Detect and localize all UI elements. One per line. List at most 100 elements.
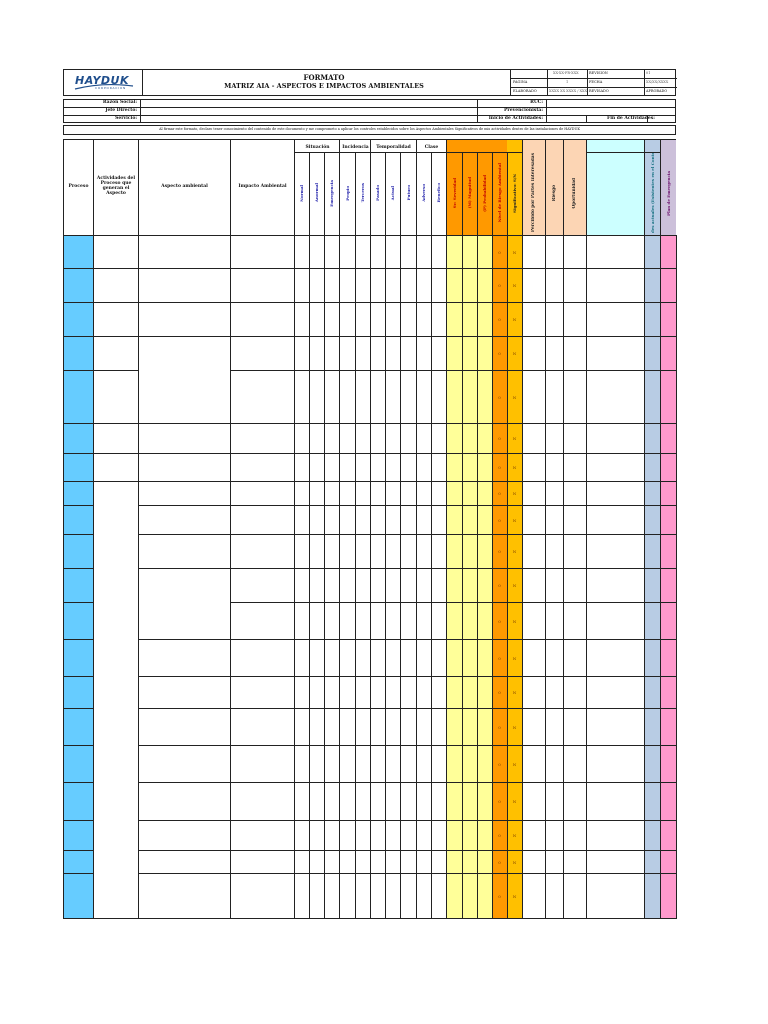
significativo-value: N: [512, 283, 517, 288]
header-divider: [660, 139, 661, 235]
row-line: [63, 505, 93, 506]
row-line: [230, 423, 294, 424]
column-line: [416, 235, 417, 918]
jefe-directo-field[interactable]: [140, 108, 475, 114]
header-divider: [563, 139, 564, 235]
row-line: [63, 602, 93, 603]
header-divider: [370, 152, 371, 235]
nivel-riesgo-value: 0: [498, 317, 501, 322]
notice-text: Al firmar este formato, declaro tener co…: [159, 127, 580, 131]
header-divider: [477, 152, 478, 235]
header-divider: [586, 139, 587, 235]
row-line: [93, 336, 138, 337]
column-line: [400, 235, 401, 918]
significativo-value: N: [512, 351, 517, 356]
header-divider: [416, 152, 417, 235]
significativo-value: N: [512, 893, 517, 899]
riesgo-label-cell: Riesgo: [545, 153, 563, 233]
ruc-field[interactable]: [547, 100, 674, 106]
terceros-label: Terceros: [360, 183, 365, 203]
row-line: [230, 568, 294, 569]
header-divider: [324, 152, 325, 235]
row-line: [63, 268, 93, 269]
nivel-riesgo-value: 0: [498, 618, 501, 624]
oportunidad-label-cell: Oportunidad: [563, 153, 586, 233]
row-line: [294, 453, 677, 454]
row-line: [138, 568, 230, 569]
row-line: [63, 782, 93, 783]
nivel-riesgo-label: Nivel de Riesgo Ambiental: [497, 163, 502, 223]
column-fill: [507, 235, 522, 918]
plan-emergencia-label-cell: Plan de Emergencia: [660, 153, 676, 233]
column-fill: [462, 235, 477, 918]
row-line: [230, 850, 294, 851]
header-divider: [416, 139, 417, 152]
header-divider: [545, 139, 546, 235]
significativo-value: N: [512, 517, 517, 523]
row-line: [138, 745, 230, 746]
header-fill: [507, 140, 522, 235]
row-line: [294, 850, 677, 851]
row-line: [294, 268, 677, 269]
row-line: [63, 873, 93, 874]
row-line: [294, 370, 677, 371]
nivel-riesgo-value: 0: [498, 690, 501, 695]
header-divider: [294, 139, 295, 235]
row-line: [230, 820, 294, 821]
controles-actuales-label-cell: Controles actuales (Existentes en el Con…: [644, 153, 660, 233]
row-line: [63, 453, 93, 454]
significativo-value: N: [512, 436, 517, 441]
header-divider: [339, 152, 340, 235]
header-divider: [370, 139, 371, 152]
row-line: [63, 676, 93, 677]
inicio-field[interactable]: [547, 116, 584, 122]
row-line: [138, 534, 230, 535]
plan-emergencia-label: Plan de Emergencia: [665, 170, 671, 216]
razon-social-field[interactable]: [140, 100, 475, 106]
meta-cell: XX-XX-FR-XXX: [553, 71, 579, 75]
header-fill: [660, 140, 676, 235]
row-line: [294, 745, 677, 746]
header-divider: [446, 139, 447, 235]
doc-type: FORMATO: [303, 73, 345, 82]
row-line: [230, 534, 294, 535]
nivel-riesgo-value: 0: [498, 655, 501, 661]
row-line: [230, 782, 294, 783]
row-line: [138, 820, 230, 821]
nivel-riesgo-value: 0: [498, 583, 501, 588]
row-line: [138, 850, 230, 851]
row-line: [138, 873, 230, 874]
row-line: [230, 602, 294, 603]
row-line: [294, 602, 677, 603]
significativo-value: N: [512, 549, 517, 554]
row-line: [294, 423, 677, 424]
column-line: [660, 235, 661, 918]
row-line: [230, 336, 294, 337]
jefe-directo-label: Jefe Directo:: [105, 108, 137, 113]
column-line: [563, 235, 564, 918]
column-fill: [644, 235, 660, 918]
prevencionista-field[interactable]: [547, 108, 674, 114]
header-divider: [138, 139, 139, 235]
significativo-value: N: [512, 761, 517, 767]
row-line: [63, 302, 93, 303]
servicio-field[interactable]: [140, 116, 475, 122]
significativo-label: Significativo: S/N: [512, 173, 517, 213]
row-line: [63, 745, 93, 746]
row-line: [138, 639, 230, 640]
header-divider: [294, 139, 295, 152]
row-line: [138, 708, 230, 709]
nivel-riesgo-value: 0: [498, 351, 501, 356]
column-line: [93, 235, 94, 918]
nivel-riesgo-value: 0: [498, 491, 501, 496]
riesgo-label: Riesgo: [551, 184, 557, 202]
row-line: [63, 481, 93, 482]
header-fill: [586, 140, 644, 235]
header-divider: [309, 152, 310, 235]
row-line: [138, 423, 230, 424]
row-line: [294, 534, 677, 535]
significativo-value: N: [512, 618, 517, 624]
nivel-riesgo-value: 0: [498, 761, 501, 767]
terceros-label-cell: Terceros: [355, 153, 370, 233]
nivel-riesgo-value: 0: [498, 799, 501, 804]
